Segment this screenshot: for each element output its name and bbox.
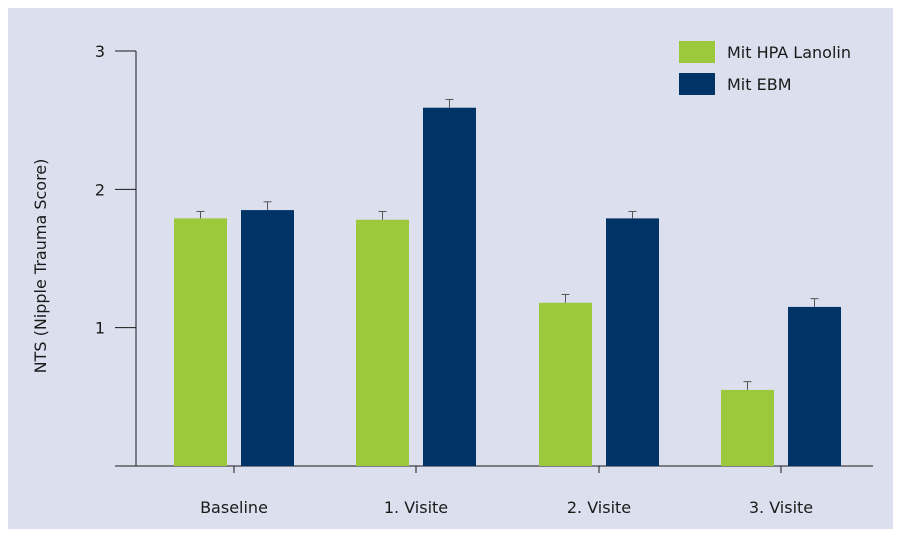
bar xyxy=(423,107,476,466)
x-tick-label: 3. Visite xyxy=(749,498,813,517)
y-tick-label: 3 xyxy=(95,42,105,61)
bar xyxy=(721,389,774,466)
bar xyxy=(788,306,841,466)
tick-labels: 1 2 3 Baseline 1. Visite 2. Visite 3. Visite xyxy=(95,42,813,517)
y-axis-title: NTS (Nipple Trauma Score) xyxy=(31,159,50,374)
x-tick-label: 1. Visite xyxy=(384,498,448,517)
y-tick-label: 2 xyxy=(95,180,105,199)
bar xyxy=(174,218,227,466)
legend-label: Mit HPA Lanolin xyxy=(727,43,851,62)
x-tick-label: 2. Visite xyxy=(567,498,631,517)
legend-label: Mit EBM xyxy=(727,75,792,94)
bar xyxy=(539,302,592,466)
x-tick-label: Baseline xyxy=(200,498,268,517)
legend-swatch xyxy=(679,73,715,95)
bar xyxy=(241,210,294,466)
chart-panel: 1 2 3 Baseline 1. Visite 2. Visite 3. Visite N… xyxy=(8,8,893,529)
y-tick-label: 1 xyxy=(95,319,105,338)
legend-swatch xyxy=(679,41,715,63)
bars xyxy=(174,98,841,466)
bar xyxy=(606,218,659,466)
legend: Mit HPA Lanolin Mit EBM xyxy=(679,41,851,95)
bar-chart: 1 2 3 Baseline 1. Visite 2. Visite 3. Visite N… xyxy=(31,41,873,517)
bar xyxy=(356,219,409,466)
